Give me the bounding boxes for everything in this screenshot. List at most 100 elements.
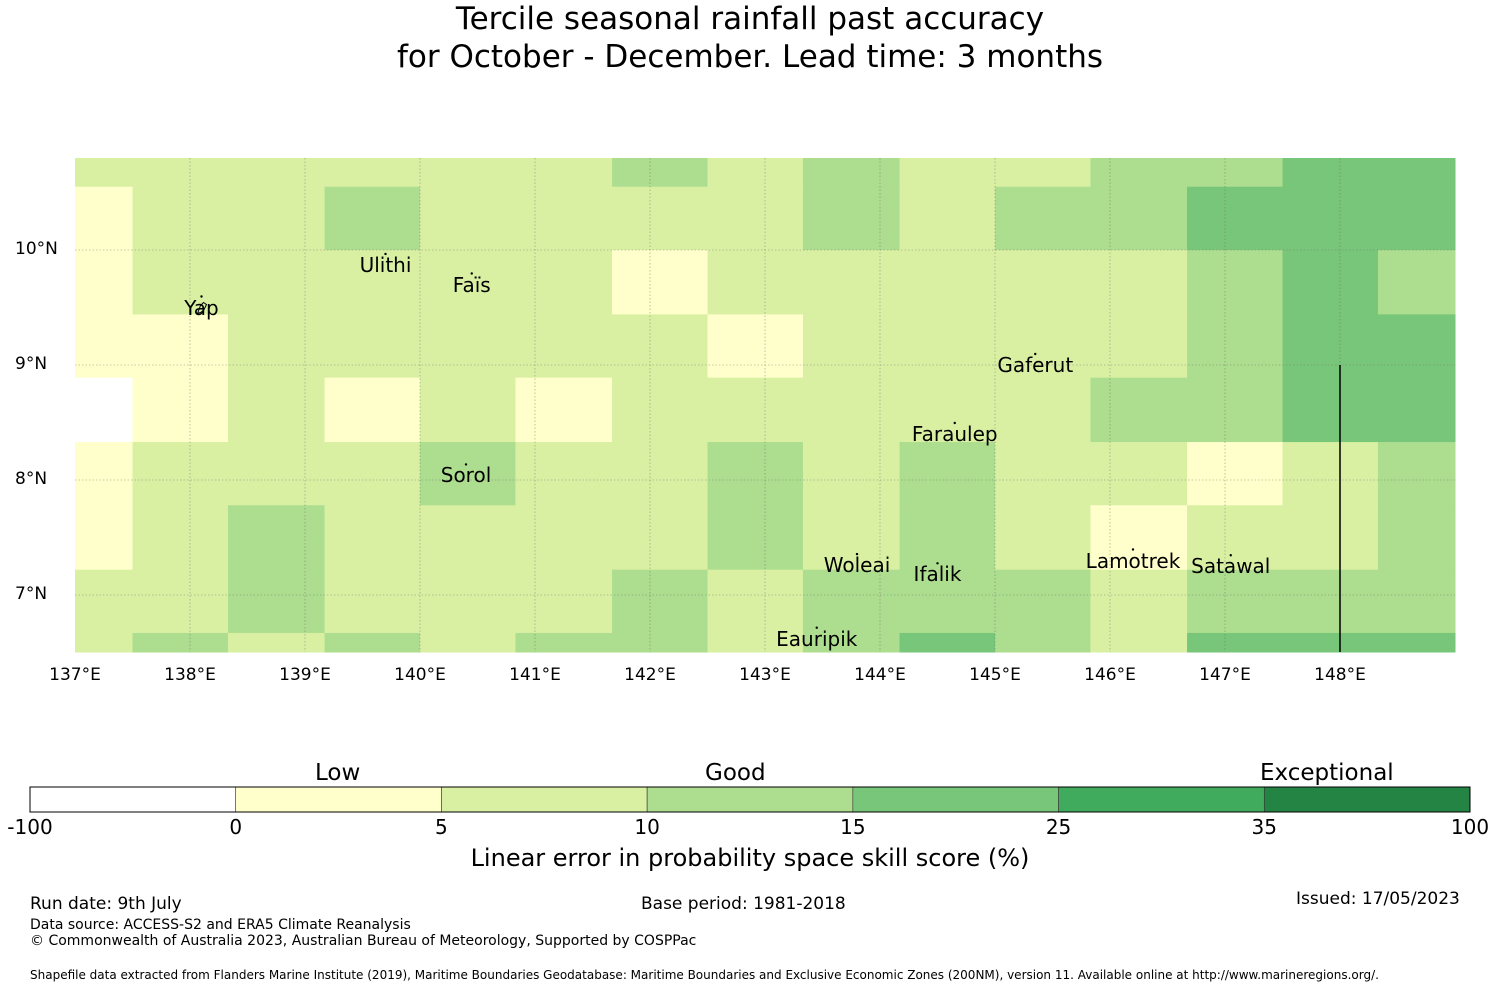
skill-cell [899, 250, 996, 315]
skill-cell [707, 158, 804, 188]
skill-cell [1282, 377, 1379, 443]
colorbar [29, 786, 1471, 813]
issued-date: Issued: 17/05/2023 [1296, 889, 1460, 909]
skill-cell [420, 158, 516, 188]
skill-cell [899, 632, 996, 653]
skill-cell [1282, 505, 1379, 571]
skill-cell [132, 505, 229, 571]
latitude-tick-label: 9°N [15, 354, 48, 374]
skill-cell [324, 569, 421, 634]
skill-cell [1090, 186, 1188, 251]
longitude-tick-label: 141°E [509, 665, 561, 685]
skill-cell [515, 505, 613, 571]
skill-cell [995, 314, 1091, 379]
skill-cell [132, 250, 229, 315]
skill-cell [1377, 442, 1456, 506]
colorbar-tick-label: 5 [435, 815, 448, 839]
skill-cell [1187, 442, 1283, 506]
colorbar-tick-label: 15 [840, 815, 866, 839]
skill-cell [227, 314, 326, 379]
skill-cell [1377, 632, 1456, 653]
skill-cell [515, 632, 613, 653]
longitude-tick-label: 147°E [1199, 665, 1251, 685]
longitude-tick-label: 137°E [49, 665, 101, 685]
skill-cell [995, 632, 1091, 653]
skill-cell [132, 314, 229, 379]
skill-cell [899, 186, 996, 251]
island-marker [470, 272, 473, 275]
skill-cell [899, 505, 996, 571]
place-label: Ulithi [359, 252, 412, 277]
colorbar-segment [1058, 786, 1265, 813]
skill-cell [802, 314, 901, 379]
skill-cell [995, 250, 1091, 315]
skill-cell [1090, 377, 1188, 443]
skill-cell [1090, 250, 1188, 315]
skill-cell [1282, 314, 1379, 379]
island-marker [936, 562, 939, 565]
skill-cell [612, 186, 708, 251]
island-marker [1034, 352, 1037, 356]
island-marker [384, 252, 387, 256]
skill-cell [515, 158, 613, 188]
skill-cell [899, 569, 996, 634]
place-label: Faïs [452, 272, 491, 297]
place-label: Ifalik [913, 562, 962, 587]
skill-cell [707, 632, 804, 653]
skill-cell [707, 569, 804, 634]
graticule [75, 158, 1455, 652]
skill-cell [132, 569, 229, 634]
skill-cell [899, 377, 996, 443]
colorbar-tick-label: -100 [7, 815, 53, 839]
skill-cell [1090, 632, 1188, 653]
skill-cell [324, 442, 421, 506]
skill-cell [1187, 186, 1283, 251]
skill-cell [420, 442, 516, 506]
skill-cell [420, 314, 516, 379]
base-period: Base period: 1981-2018 [641, 894, 846, 914]
skill-cell [1377, 505, 1456, 571]
skill-cell [324, 377, 421, 443]
longitude-tick-label: 144°E [854, 665, 906, 685]
skill-cell [1187, 314, 1283, 379]
skill-cell [1090, 314, 1188, 379]
island-marker [1131, 548, 1135, 551]
skill-cell [612, 377, 708, 443]
skill-cell [75, 314, 133, 379]
skill-cell [515, 250, 613, 315]
place-label: Satawal [1191, 554, 1271, 579]
skill-cell [995, 442, 1091, 506]
skill-cell [899, 314, 996, 379]
legend-category-low: Low [315, 760, 361, 786]
skill-cell [995, 158, 1091, 188]
skill-cell [1187, 569, 1283, 634]
skill-cell [75, 250, 133, 315]
skill-cell [420, 632, 516, 653]
skill-cell [132, 442, 229, 506]
place-label: Lamotrek [1085, 548, 1181, 573]
skill-cell [1282, 250, 1379, 315]
skill-cell [515, 569, 613, 634]
colorbar-label: Linear error in probability space skill … [470, 844, 1030, 872]
skill-cell [420, 186, 516, 251]
skill-cell [1377, 569, 1456, 634]
skill-cell [1377, 250, 1456, 315]
skill-cell [1187, 505, 1283, 571]
skill-cell [132, 632, 229, 653]
longitude-tick-label: 142°E [624, 665, 676, 685]
skill-cell [707, 505, 804, 571]
skill-cell [515, 442, 613, 506]
skill-cell [707, 250, 804, 315]
skill-cell [132, 158, 229, 188]
colorbar-tick-label: 100 [1450, 815, 1490, 839]
island-marker [464, 463, 468, 466]
skill-cell [995, 186, 1091, 251]
skill-cell [75, 186, 133, 251]
skill-cell [1282, 632, 1379, 653]
skill-cell [1282, 158, 1379, 188]
longitude-tick-label: 145°E [969, 665, 1021, 685]
legend-category-good: Good [705, 760, 766, 786]
colorbar-tick-label: 10 [634, 815, 660, 839]
skill-cell [1090, 505, 1188, 571]
